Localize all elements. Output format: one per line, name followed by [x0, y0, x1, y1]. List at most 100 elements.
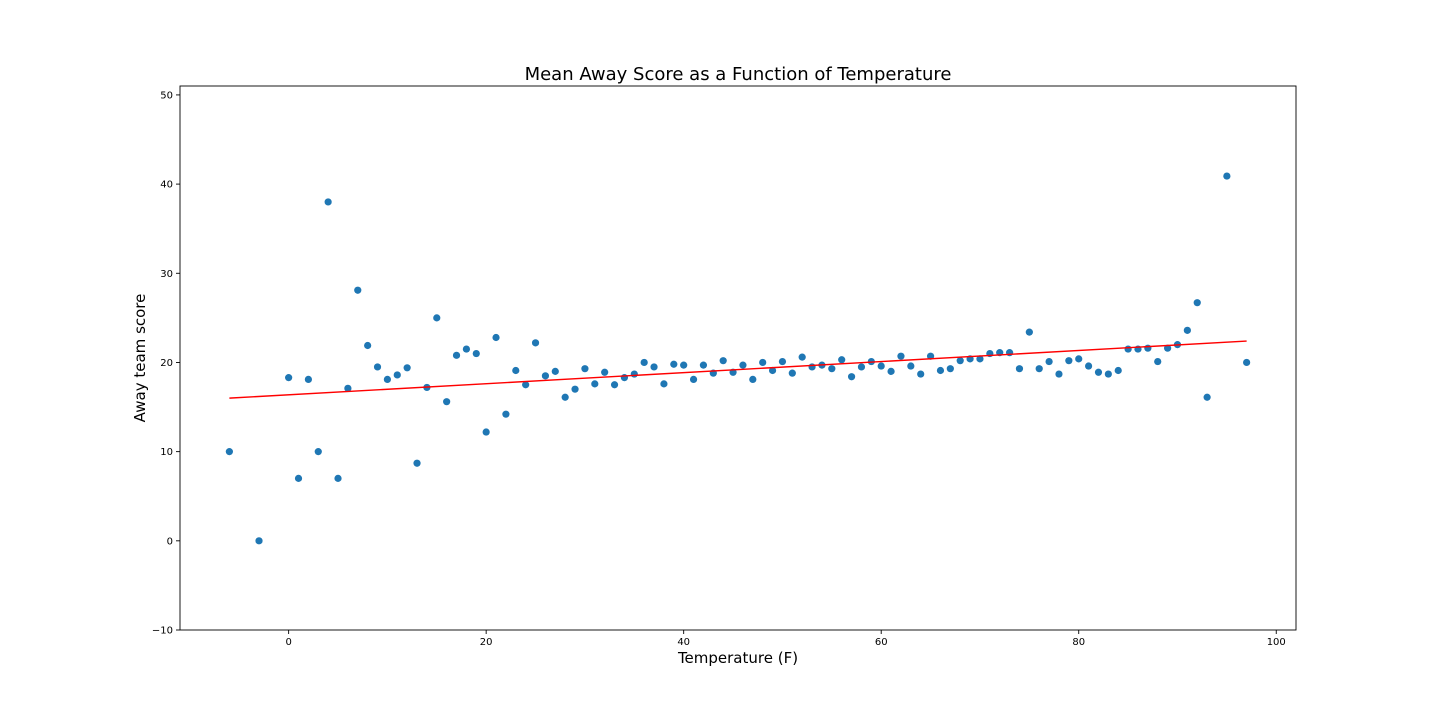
- data-point: [304, 375, 312, 383]
- data-point: [334, 474, 342, 482]
- axes: 0 20 40 60 80 100 −10 0 10 20 30 40 50: [152, 85, 1297, 648]
- data-point: [749, 375, 757, 383]
- data-point: [255, 537, 263, 545]
- data-point: [482, 428, 490, 436]
- data-point: [857, 363, 866, 371]
- data-point: [670, 360, 678, 368]
- data-point: [1114, 366, 1122, 375]
- data-point: [373, 363, 382, 371]
- y-tick-label: 10: [160, 447, 173, 458]
- data-point: [828, 365, 836, 373]
- data-point: [581, 365, 589, 373]
- data-point: [364, 341, 372, 350]
- data-point: [877, 362, 885, 370]
- data-point: [630, 370, 638, 378]
- data-point: [1104, 370, 1112, 378]
- data-point: [660, 380, 668, 388]
- data-point: [788, 369, 796, 377]
- data-point: [838, 356, 846, 364]
- y-tick-label: 20: [160, 358, 173, 369]
- data-point: [472, 349, 480, 358]
- data-point: [344, 384, 352, 392]
- data-point: [512, 366, 520, 375]
- y-tick-label: 30: [160, 269, 173, 280]
- x-axis-label: Temperature (F): [677, 649, 798, 667]
- data-point: [946, 365, 954, 373]
- data-point: [1203, 393, 1211, 401]
- data-point: [1144, 344, 1152, 352]
- data-point: [768, 366, 777, 375]
- data-point: [601, 368, 609, 376]
- data-point: [285, 374, 293, 382]
- data-point: [531, 339, 540, 347]
- data-point: [462, 345, 471, 353]
- x-tick-label: 60: [875, 637, 888, 648]
- plot-frame: [179, 85, 1297, 631]
- y-axis-label: Away team score: [131, 294, 149, 423]
- x-tick-label: 100: [1267, 637, 1286, 648]
- x-tick-label: 20: [480, 637, 493, 648]
- data-point: [314, 448, 322, 456]
- y-tick-label: 50: [160, 90, 173, 101]
- data-point: [1075, 355, 1083, 363]
- data-point: [956, 357, 964, 365]
- data-point: [1154, 357, 1162, 366]
- data-point: [1164, 344, 1172, 352]
- data-point: [907, 362, 915, 370]
- data-point: [936, 366, 945, 375]
- x-tick-label: 40: [677, 637, 690, 648]
- data-point: [354, 286, 362, 294]
- data-point: [917, 370, 925, 378]
- y-tick-label: 0: [167, 536, 173, 547]
- data-point: [1015, 365, 1024, 373]
- data-point: [1193, 299, 1201, 307]
- data-point: [739, 361, 747, 369]
- data-point: [1025, 328, 1033, 336]
- data-point: [689, 375, 698, 383]
- data-point: [1035, 365, 1043, 373]
- data-point: [719, 357, 727, 365]
- data-point: [522, 381, 530, 389]
- data-point: [1094, 368, 1103, 376]
- data-point: [620, 374, 629, 382]
- data-point: [976, 355, 984, 363]
- data-point: [650, 363, 658, 371]
- data-point: [383, 375, 391, 383]
- y-tick-label: −10: [152, 626, 173, 637]
- data-point: [1183, 326, 1191, 334]
- data-point: [887, 367, 895, 375]
- data-point: [225, 448, 233, 456]
- y-tick-label: 40: [160, 180, 173, 191]
- data-point: [393, 371, 401, 379]
- data-point: [759, 358, 767, 367]
- data-point: [798, 353, 806, 361]
- data-point: [1055, 370, 1063, 378]
- trend-line: [229, 340, 1247, 399]
- data-point: [452, 351, 461, 359]
- data-point: [1223, 172, 1231, 180]
- data-point: [1243, 358, 1251, 367]
- data-point: [1065, 357, 1073, 365]
- data-point: [294, 474, 303, 482]
- data-point: [551, 367, 559, 375]
- data-point: [502, 410, 510, 418]
- data-point: [1045, 357, 1053, 366]
- data-point: [403, 364, 411, 372]
- data-point: [561, 393, 569, 401]
- chart-title: Mean Away Score as a Function of Tempera…: [525, 64, 952, 85]
- data-point: [324, 198, 332, 206]
- plot-marks: [225, 172, 1251, 545]
- data-point: [699, 361, 708, 369]
- data-point: [847, 373, 856, 381]
- data-point: [433, 314, 441, 322]
- data-point: [808, 363, 816, 371]
- x-tick-label: 80: [1072, 637, 1085, 648]
- data-point: [610, 381, 619, 389]
- data-point: [1124, 345, 1132, 353]
- data-point: [571, 385, 579, 393]
- data-point: [1085, 362, 1093, 370]
- data-point: [897, 352, 905, 360]
- data-point: [541, 372, 550, 380]
- data-point: [591, 380, 599, 388]
